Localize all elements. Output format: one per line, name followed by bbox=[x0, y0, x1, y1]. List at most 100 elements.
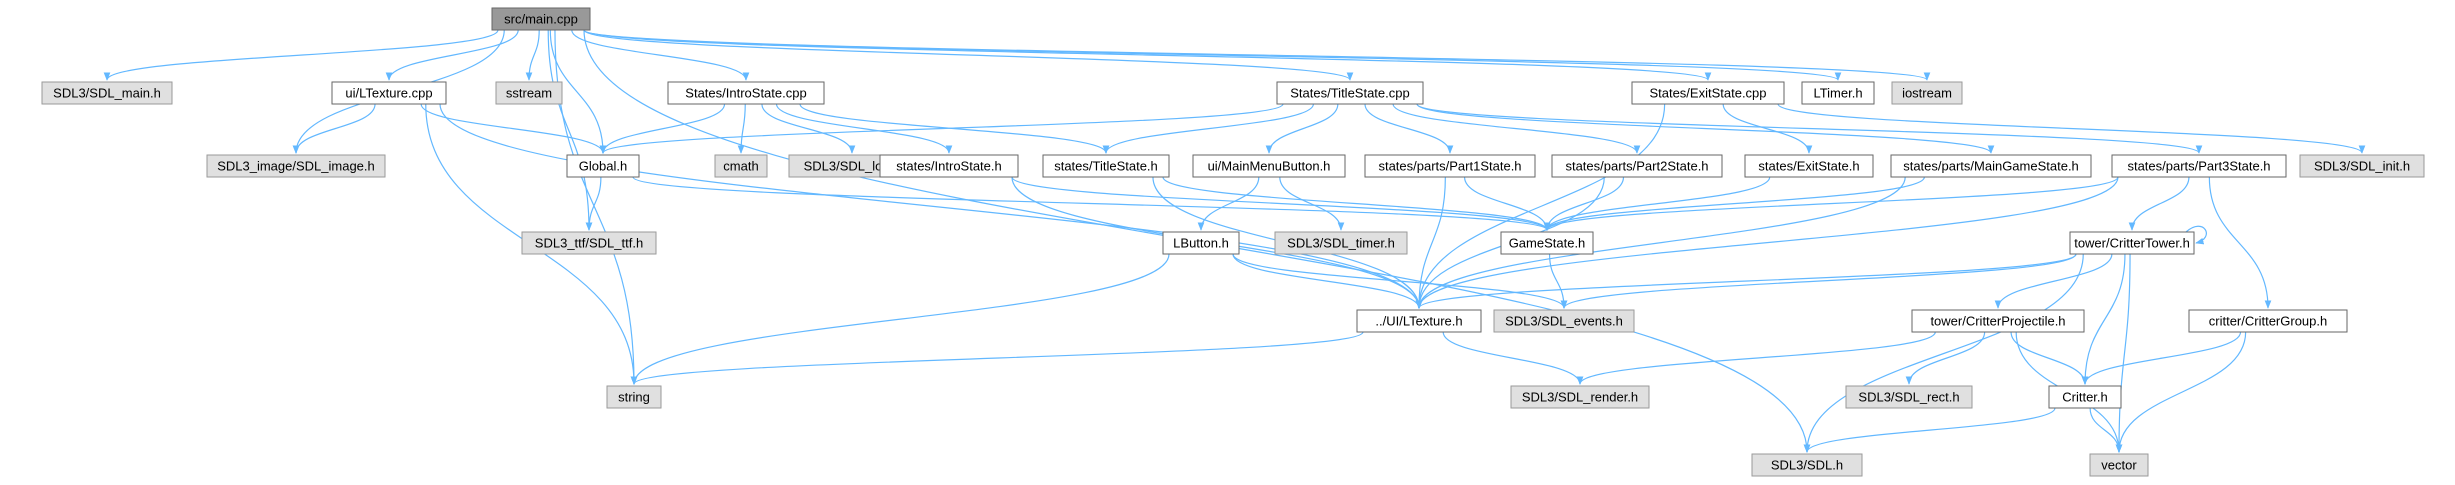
node-box bbox=[2089, 453, 2149, 477]
edge-introcpp-to-global bbox=[599, 103, 726, 154]
node-part1[interactable]: states/parts/Part1State.h bbox=[1364, 154, 1536, 178]
edge-maingame-to-gamestate bbox=[1543, 176, 1925, 231]
node-label: SDL3/SDL_log.h bbox=[804, 159, 901, 174]
node-box bbox=[606, 385, 662, 409]
node-label: Critter.h bbox=[2062, 390, 2108, 405]
edge-projectile-to-critter bbox=[2010, 331, 2089, 385]
node-label: sstream bbox=[506, 86, 552, 101]
edge-titlecpp-to-global bbox=[599, 103, 1284, 154]
edge-part3-to-critter_tower bbox=[2128, 176, 2190, 231]
node-box bbox=[331, 81, 447, 105]
node-lbutton[interactable]: LButton.h bbox=[1162, 231, 1240, 255]
node-box bbox=[1162, 231, 1240, 255]
node-sstream[interactable]: sstream bbox=[495, 81, 563, 105]
node-sdlimage[interactable]: SDL3_image/SDL_image.h bbox=[206, 154, 386, 178]
node-critter[interactable]: Critter.h bbox=[2048, 385, 2122, 409]
node-part3[interactable]: states/parts/Part3State.h bbox=[2111, 154, 2287, 178]
node-label: SDL3/SDL_main.h bbox=[53, 86, 161, 101]
node-introh[interactable]: states/IntroState.h bbox=[879, 154, 1019, 178]
node-exith[interactable]: states/ExitState.h bbox=[1744, 154, 1874, 178]
node-vector[interactable]: vector bbox=[2089, 453, 2149, 477]
node-box bbox=[1891, 81, 1963, 105]
edge-main-to-introcpp bbox=[571, 29, 750, 81]
node-label: SDL3/SDL_events.h bbox=[1505, 314, 1623, 329]
edge-titleh-to-gamestate bbox=[1162, 176, 1551, 231]
node-box bbox=[1551, 154, 1723, 178]
edge-main-to-sdlttf bbox=[547, 29, 593, 231]
edge-critter_tower-to-sdlevents bbox=[1560, 253, 2077, 309]
node-box bbox=[1042, 154, 1170, 178]
node-label: SDL3/SDL_init.h bbox=[2314, 159, 2410, 174]
edge-crittergroup-to-vector bbox=[2115, 331, 2247, 453]
node-label: critter/CritterGroup.h bbox=[2209, 314, 2327, 329]
node-ltcpp[interactable]: ui/LTexture.cpp bbox=[331, 81, 447, 105]
node-label: ui/MainMenuButton.h bbox=[1208, 159, 1331, 174]
edge-mmbutton-to-lbutton bbox=[1197, 176, 1260, 231]
node-ltimer[interactable]: LTimer.h bbox=[1801, 81, 1875, 105]
node-critter-tower[interactable]: tower/CritterTower.h bbox=[2069, 231, 2195, 255]
node-iostream[interactable]: iostream bbox=[1891, 81, 1963, 105]
node-mmbutton[interactable]: ui/MainMenuButton.h bbox=[1192, 154, 1346, 178]
node-label: states/ExitState.h bbox=[1758, 159, 1859, 174]
edge-main-to-global bbox=[549, 29, 607, 154]
node-box bbox=[1890, 154, 2092, 178]
node-label: SDL3/SDL_rect.h bbox=[1858, 390, 1959, 405]
node-sdlmain[interactable]: SDL3/SDL_main.h bbox=[41, 81, 173, 105]
node-sdlh[interactable]: SDL3/SDL.h bbox=[1751, 453, 1863, 477]
node-ltexh[interactable]: ../UI/LTexture.h bbox=[1356, 309, 1482, 333]
node-global[interactable]: Global.h bbox=[566, 154, 640, 178]
node-exitcpp[interactable]: States/ExitState.cpp bbox=[1631, 81, 1785, 105]
edge-exitcpp-to-sdlinit bbox=[1777, 103, 2366, 154]
node-titlecpp[interactable]: States/TitleState.cpp bbox=[1276, 81, 1424, 105]
node-label: SDL3/SDL_timer.h bbox=[1287, 236, 1395, 251]
node-main[interactable]: src/main.cpp bbox=[491, 7, 591, 31]
node-label: ../UI/LTexture.h bbox=[1375, 314, 1462, 329]
edge-lbutton-to-ltexh bbox=[1232, 253, 1423, 309]
nodes-layer: src/main.cpp SDL3/SDL_main.h ui/LTexture.c… bbox=[41, 7, 2425, 477]
node-string[interactable]: string bbox=[606, 385, 662, 409]
edge-projectile-to-sdlrect bbox=[1905, 331, 1986, 385]
node-introcpp[interactable]: States/IntroState.cpp bbox=[667, 81, 825, 105]
node-label: cmath bbox=[723, 159, 758, 174]
edge-main-to-sdlmain bbox=[103, 29, 499, 81]
node-label: states/TitleState.h bbox=[1054, 159, 1158, 174]
node-cmath[interactable]: cmath bbox=[714, 154, 768, 178]
edge-global-to-gamestate bbox=[632, 176, 1551, 231]
edge-part1-to-gamestate bbox=[1463, 176, 1551, 231]
node-sdlrect[interactable]: SDL3/SDL_rect.h bbox=[1845, 385, 1973, 409]
node-gamestate[interactable]: GameState.h bbox=[1500, 231, 1594, 255]
edge-titlecpp-to-mmbutton bbox=[1265, 103, 1339, 154]
node-sdlevents[interactable]: SDL3/SDL_events.h bbox=[1493, 309, 1635, 333]
node-projectile[interactable]: tower/CritterProjectile.h bbox=[1911, 309, 2085, 333]
edge-introcpp-to-cmath bbox=[737, 103, 746, 154]
node-box bbox=[495, 81, 563, 105]
node-label: iostream bbox=[1902, 86, 1952, 101]
edge-critter_tower-to-vector bbox=[2115, 253, 2131, 453]
node-sdlrender[interactable]: SDL3/SDL_render.h bbox=[1510, 385, 1650, 409]
node-titleh[interactable]: states/TitleState.h bbox=[1042, 154, 1170, 178]
node-label: SDL3_image/SDL_image.h bbox=[217, 159, 375, 174]
node-maingame[interactable]: states/parts/MainGameState.h bbox=[1890, 154, 2092, 178]
edge-introh-to-gamestate bbox=[1011, 176, 1551, 231]
edge-introcpp-to-introh bbox=[775, 103, 953, 154]
node-box bbox=[521, 231, 657, 255]
edges-layer bbox=[103, 29, 2366, 453]
node-label: LButton.h bbox=[1173, 236, 1229, 251]
node-sdlttf[interactable]: SDL3_ttf/SDL_ttf.h bbox=[521, 231, 657, 255]
edge-part3-to-gamestate bbox=[1543, 176, 2119, 231]
node-sdltimer[interactable]: SDL3/SDL_timer.h bbox=[1274, 231, 1408, 255]
edge-critter_tower-to-critter bbox=[2081, 253, 2126, 385]
edge-titlecpp-to-part1 bbox=[1364, 103, 1454, 154]
node-box bbox=[2111, 154, 2287, 178]
node-part2[interactable]: states/parts/Part2State.h bbox=[1551, 154, 1723, 178]
node-box bbox=[206, 154, 386, 178]
node-label: states/parts/Part1State.h bbox=[1378, 159, 1521, 174]
node-sdlinit[interactable]: SDL3/SDL_init.h bbox=[2299, 154, 2425, 178]
edge-critter_tower-to-sdlh bbox=[1803, 253, 2084, 453]
node-box bbox=[1274, 231, 1408, 255]
edge-ltcpp-to-global bbox=[420, 103, 607, 154]
edge-main-to-iostream bbox=[583, 29, 1930, 81]
node-box bbox=[1911, 309, 2085, 333]
node-crittergroup[interactable]: critter/CritterGroup.h bbox=[2188, 309, 2348, 333]
node-label: States/TitleState.cpp bbox=[1290, 86, 1409, 101]
